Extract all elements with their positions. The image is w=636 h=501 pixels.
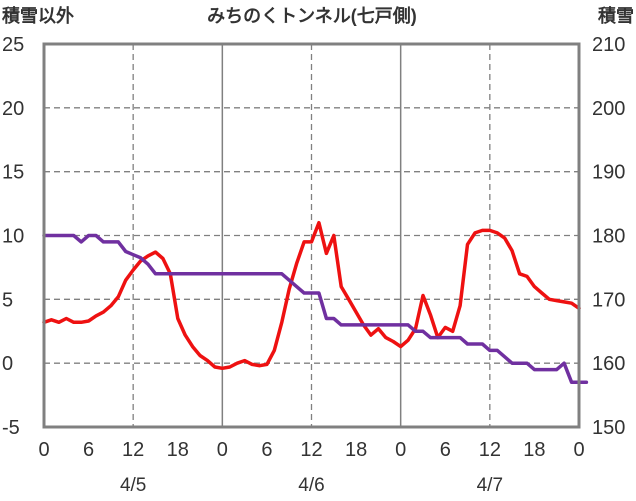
chart-title: みちのくトンネル(七戸側) bbox=[207, 5, 417, 26]
right-axis-label: 積雪 bbox=[597, 5, 634, 26]
x-tick-label: 6 bbox=[83, 439, 94, 461]
x-tick-label: 18 bbox=[523, 439, 545, 461]
y-left-tick-label: 0 bbox=[2, 353, 13, 375]
y-right-tick-label: 160 bbox=[592, 353, 625, 375]
x-tick-label: 0 bbox=[38, 439, 49, 461]
y-left-tick-label: 10 bbox=[2, 226, 24, 248]
y-left-tick-label: 25 bbox=[2, 34, 24, 56]
x-tick-label: 0 bbox=[217, 439, 228, 461]
x-tick-label: 18 bbox=[345, 439, 367, 461]
x-date-label: 4/7 bbox=[477, 475, 503, 496]
x-tick-label: 18 bbox=[167, 439, 189, 461]
series-line-left-axis bbox=[42, 220, 581, 371]
y-right-tick-label: 200 bbox=[592, 98, 625, 120]
plot-frame bbox=[42, 42, 581, 429]
y-left-tick-label: 5 bbox=[2, 289, 13, 311]
y-right-tick-label: 180 bbox=[592, 226, 625, 248]
y-left-tick-label: 20 bbox=[2, 98, 24, 120]
left-axis-label: 積雪以外 bbox=[1, 5, 74, 26]
grid-layer bbox=[44, 44, 579, 427]
x-tick-label: 12 bbox=[300, 439, 322, 461]
y-right-tick-label: 170 bbox=[592, 289, 625, 311]
x-tick-label: 6 bbox=[261, 439, 272, 461]
y-left-tick-label: 15 bbox=[2, 162, 24, 184]
x-tick-label: 0 bbox=[573, 439, 584, 461]
x-tick-label: 12 bbox=[479, 439, 501, 461]
x-date-label: 4/6 bbox=[298, 475, 324, 496]
y-right-tick-label: 150 bbox=[592, 417, 625, 439]
y-right-tick-label: 190 bbox=[592, 162, 625, 184]
series-line-right-axis bbox=[42, 233, 589, 385]
x-tick-label: 12 bbox=[122, 439, 144, 461]
y-left-tick-label: -5 bbox=[2, 417, 20, 439]
y-right-tick-label: 210 bbox=[592, 34, 625, 56]
x-tick-label: 6 bbox=[440, 439, 451, 461]
x-date-label: 4/5 bbox=[120, 475, 146, 496]
x-tick-label: 0 bbox=[395, 439, 406, 461]
series-layer bbox=[42, 220, 589, 385]
